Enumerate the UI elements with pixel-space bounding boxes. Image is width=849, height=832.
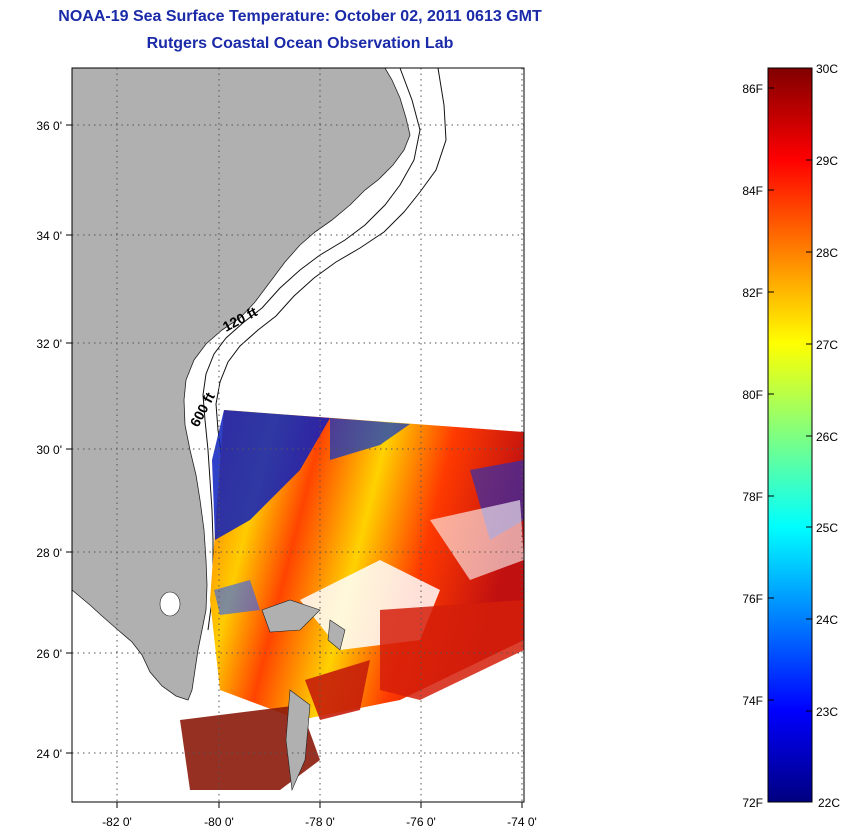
- lon-label-78: -78 0': [305, 815, 335, 829]
- colorbar-ticks: [768, 67, 812, 712]
- cb-c-25: 25C: [816, 521, 838, 535]
- cb-c-26: 26C: [816, 430, 838, 444]
- cb-c-28: 28C: [816, 246, 838, 260]
- lon-label-82: -82 0': [102, 815, 132, 829]
- contour-600ft: [215, 67, 447, 491]
- lat-label-32: 32 0': [36, 337, 62, 351]
- map-ticks: [66, 124, 523, 808]
- bahamas-islands: [261, 599, 346, 792]
- cb-f-84: 84F: [742, 184, 763, 198]
- cb-c-22: 22C: [818, 796, 840, 810]
- contour-120ft: [202, 67, 421, 631]
- lat-label-28: 28 0': [36, 546, 62, 560]
- cb-f-78: 78F: [742, 490, 763, 504]
- cb-c-27: 27C: [816, 338, 838, 352]
- cb-f-80: 80F: [742, 388, 763, 402]
- lat-label-36: 36 0': [36, 119, 62, 133]
- cb-f-76: 76F: [742, 592, 763, 606]
- cb-c-30: 30C: [816, 62, 838, 76]
- cb-c-24: 24C: [816, 613, 838, 627]
- colorbar: [767, 67, 813, 803]
- cb-f-74: 74F: [742, 694, 763, 708]
- cb-f-86: 86F: [742, 82, 763, 96]
- lat-label-26: 26 0': [36, 647, 62, 661]
- map-title: NOAA-19 Sea Surface Temperature: October…: [58, 8, 542, 25]
- lon-label-74: -74 0': [507, 815, 537, 829]
- land-mass: [71, 67, 411, 701]
- lat-label-24: 24 0': [36, 747, 62, 761]
- lat-label-34: 34 0': [36, 229, 62, 243]
- graticule: [72, 68, 524, 802]
- lon-label-80: -80 0': [204, 815, 234, 829]
- sst-swath: [180, 410, 524, 790]
- cb-c-23: 23C: [816, 705, 838, 719]
- cb-f-72: 72F: [742, 796, 763, 810]
- lake-okeechobee: [159, 591, 181, 617]
- lon-label-76: -76 0': [406, 815, 436, 829]
- cb-f-82: 82F: [742, 286, 763, 300]
- map-subtitle: Rutgers Coastal Ocean Observation Lab: [146, 35, 454, 52]
- cb-c-29: 29C: [816, 154, 838, 168]
- map-frame: [71, 67, 525, 803]
- lat-label-30: 30 0': [36, 443, 62, 457]
